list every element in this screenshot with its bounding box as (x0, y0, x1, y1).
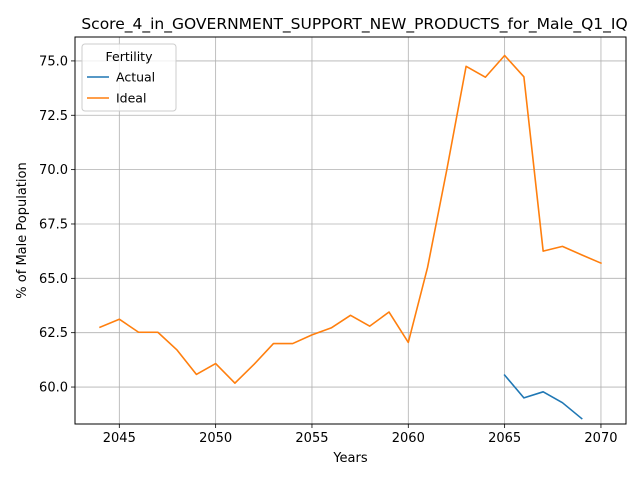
series-line-ideal (99, 54, 603, 384)
x-axis-label: Years (332, 451, 368, 466)
x-tick-label: 2060 (392, 431, 425, 446)
legend-entries: Actual Ideal (87, 70, 155, 106)
series-lines (99, 54, 603, 420)
y-tick-label: 75.0 (39, 54, 68, 69)
plot-area-frame (74, 36, 627, 425)
y-tick-label: 72.5 (39, 109, 68, 124)
y-tick-label: 67.5 (39, 217, 68, 232)
y-axis-label: % of Male Population (15, 162, 30, 298)
y-tick-label: 62.5 (39, 326, 68, 341)
y-tick-label: 60.0 (39, 381, 68, 396)
grid-lines (75, 37, 626, 424)
y-tick-label: 65.0 (39, 272, 68, 287)
x-tick-label: 2050 (199, 431, 232, 446)
x-tick-label: 2065 (488, 431, 521, 446)
legend: Fertility Actual Ideal (81, 43, 177, 112)
legend-title: Fertility (106, 49, 154, 64)
legend-label-actual: Actual (116, 70, 155, 85)
y-tick-label: 70.0 (39, 163, 68, 178)
legend-label-ideal: Ideal (116, 91, 146, 106)
x-tick-label: 2055 (295, 431, 328, 446)
chart-title: Score_4_in_GOVERNMENT_SUPPORT_NEW_PRODUC… (81, 15, 627, 34)
x-tick-label: 2070 (584, 431, 617, 446)
axis-ticks: 2045 2050 2055 2060 2065 2070 60.0 62.5 65.0 67.5… (39, 54, 617, 446)
legend-box (81, 43, 177, 112)
x-tick-label: 2045 (103, 431, 136, 446)
series-line-actual (503, 373, 583, 420)
